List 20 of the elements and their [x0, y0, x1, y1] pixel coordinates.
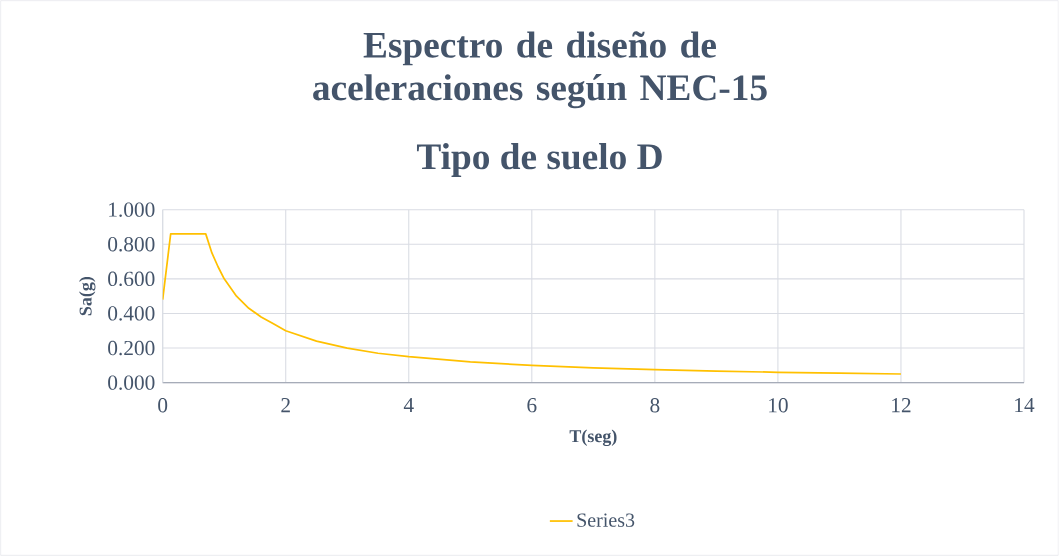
y-tick-label: 0.200: [108, 340, 155, 356]
y-tick-label: 0.600: [108, 271, 155, 287]
x-axis-title: T(seg): [569, 429, 617, 447]
line-series: [162, 233, 902, 375]
y-tick-label: 1.000: [109, 202, 155, 217]
y-tick-label: 0.400: [108, 306, 155, 321]
x-tick-label: 2: [281, 398, 290, 413]
x-tick-label: 0: [158, 398, 168, 413]
y-tick-label: 0.000: [108, 375, 155, 390]
legend-label: Series3: [577, 513, 635, 527]
x-tick-label: 14: [1015, 398, 1035, 413]
chart-subtitle: Tipo de suelo D: [416, 143, 662, 177]
y-axis-title: Sa(g): [79, 276, 96, 316]
chart-title: Espectro de diseño de aceleraciones según NEC-15: [313, 31, 767, 109]
x-tick-label: 8: [650, 398, 660, 413]
y-tick-label: 0.800: [108, 237, 155, 252]
x-tick-label: 12: [892, 398, 911, 413]
x-tick-label: 10: [769, 398, 788, 413]
x-tick-label: 6: [527, 398, 537, 413]
x-tick-label: 4: [403, 398, 414, 413]
